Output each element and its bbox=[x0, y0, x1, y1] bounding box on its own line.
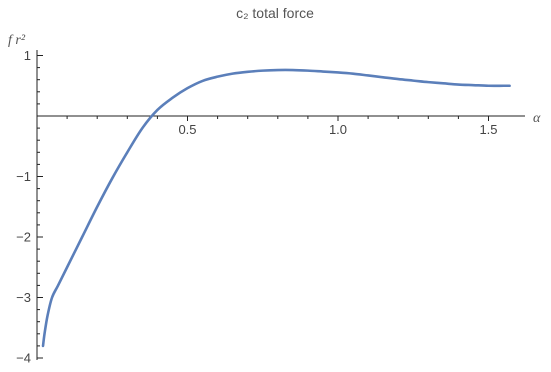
y-tick-label: 1 bbox=[24, 48, 31, 63]
series-line-0 bbox=[41, 68, 511, 348]
x-axis-label: α bbox=[533, 111, 541, 126]
chart-title: c₂ total force bbox=[236, 5, 314, 21]
x-tick-label: 1.0 bbox=[329, 122, 347, 137]
tick-marks bbox=[37, 55, 489, 359]
x-tick-label: 0.5 bbox=[178, 122, 196, 137]
y-tick-label: −4 bbox=[16, 351, 31, 366]
y-tick-label: −3 bbox=[16, 290, 31, 305]
x-tick-label: 1.5 bbox=[479, 122, 497, 137]
y-axis-label: f r² bbox=[8, 33, 26, 48]
y-tick-label: −1 bbox=[16, 169, 31, 184]
y-tick-label: −2 bbox=[16, 230, 31, 245]
series-layer bbox=[41, 68, 511, 348]
tick-labels: 0.5 1.0 1.5 1 −1 −2 −3 −4 bbox=[16, 48, 497, 366]
